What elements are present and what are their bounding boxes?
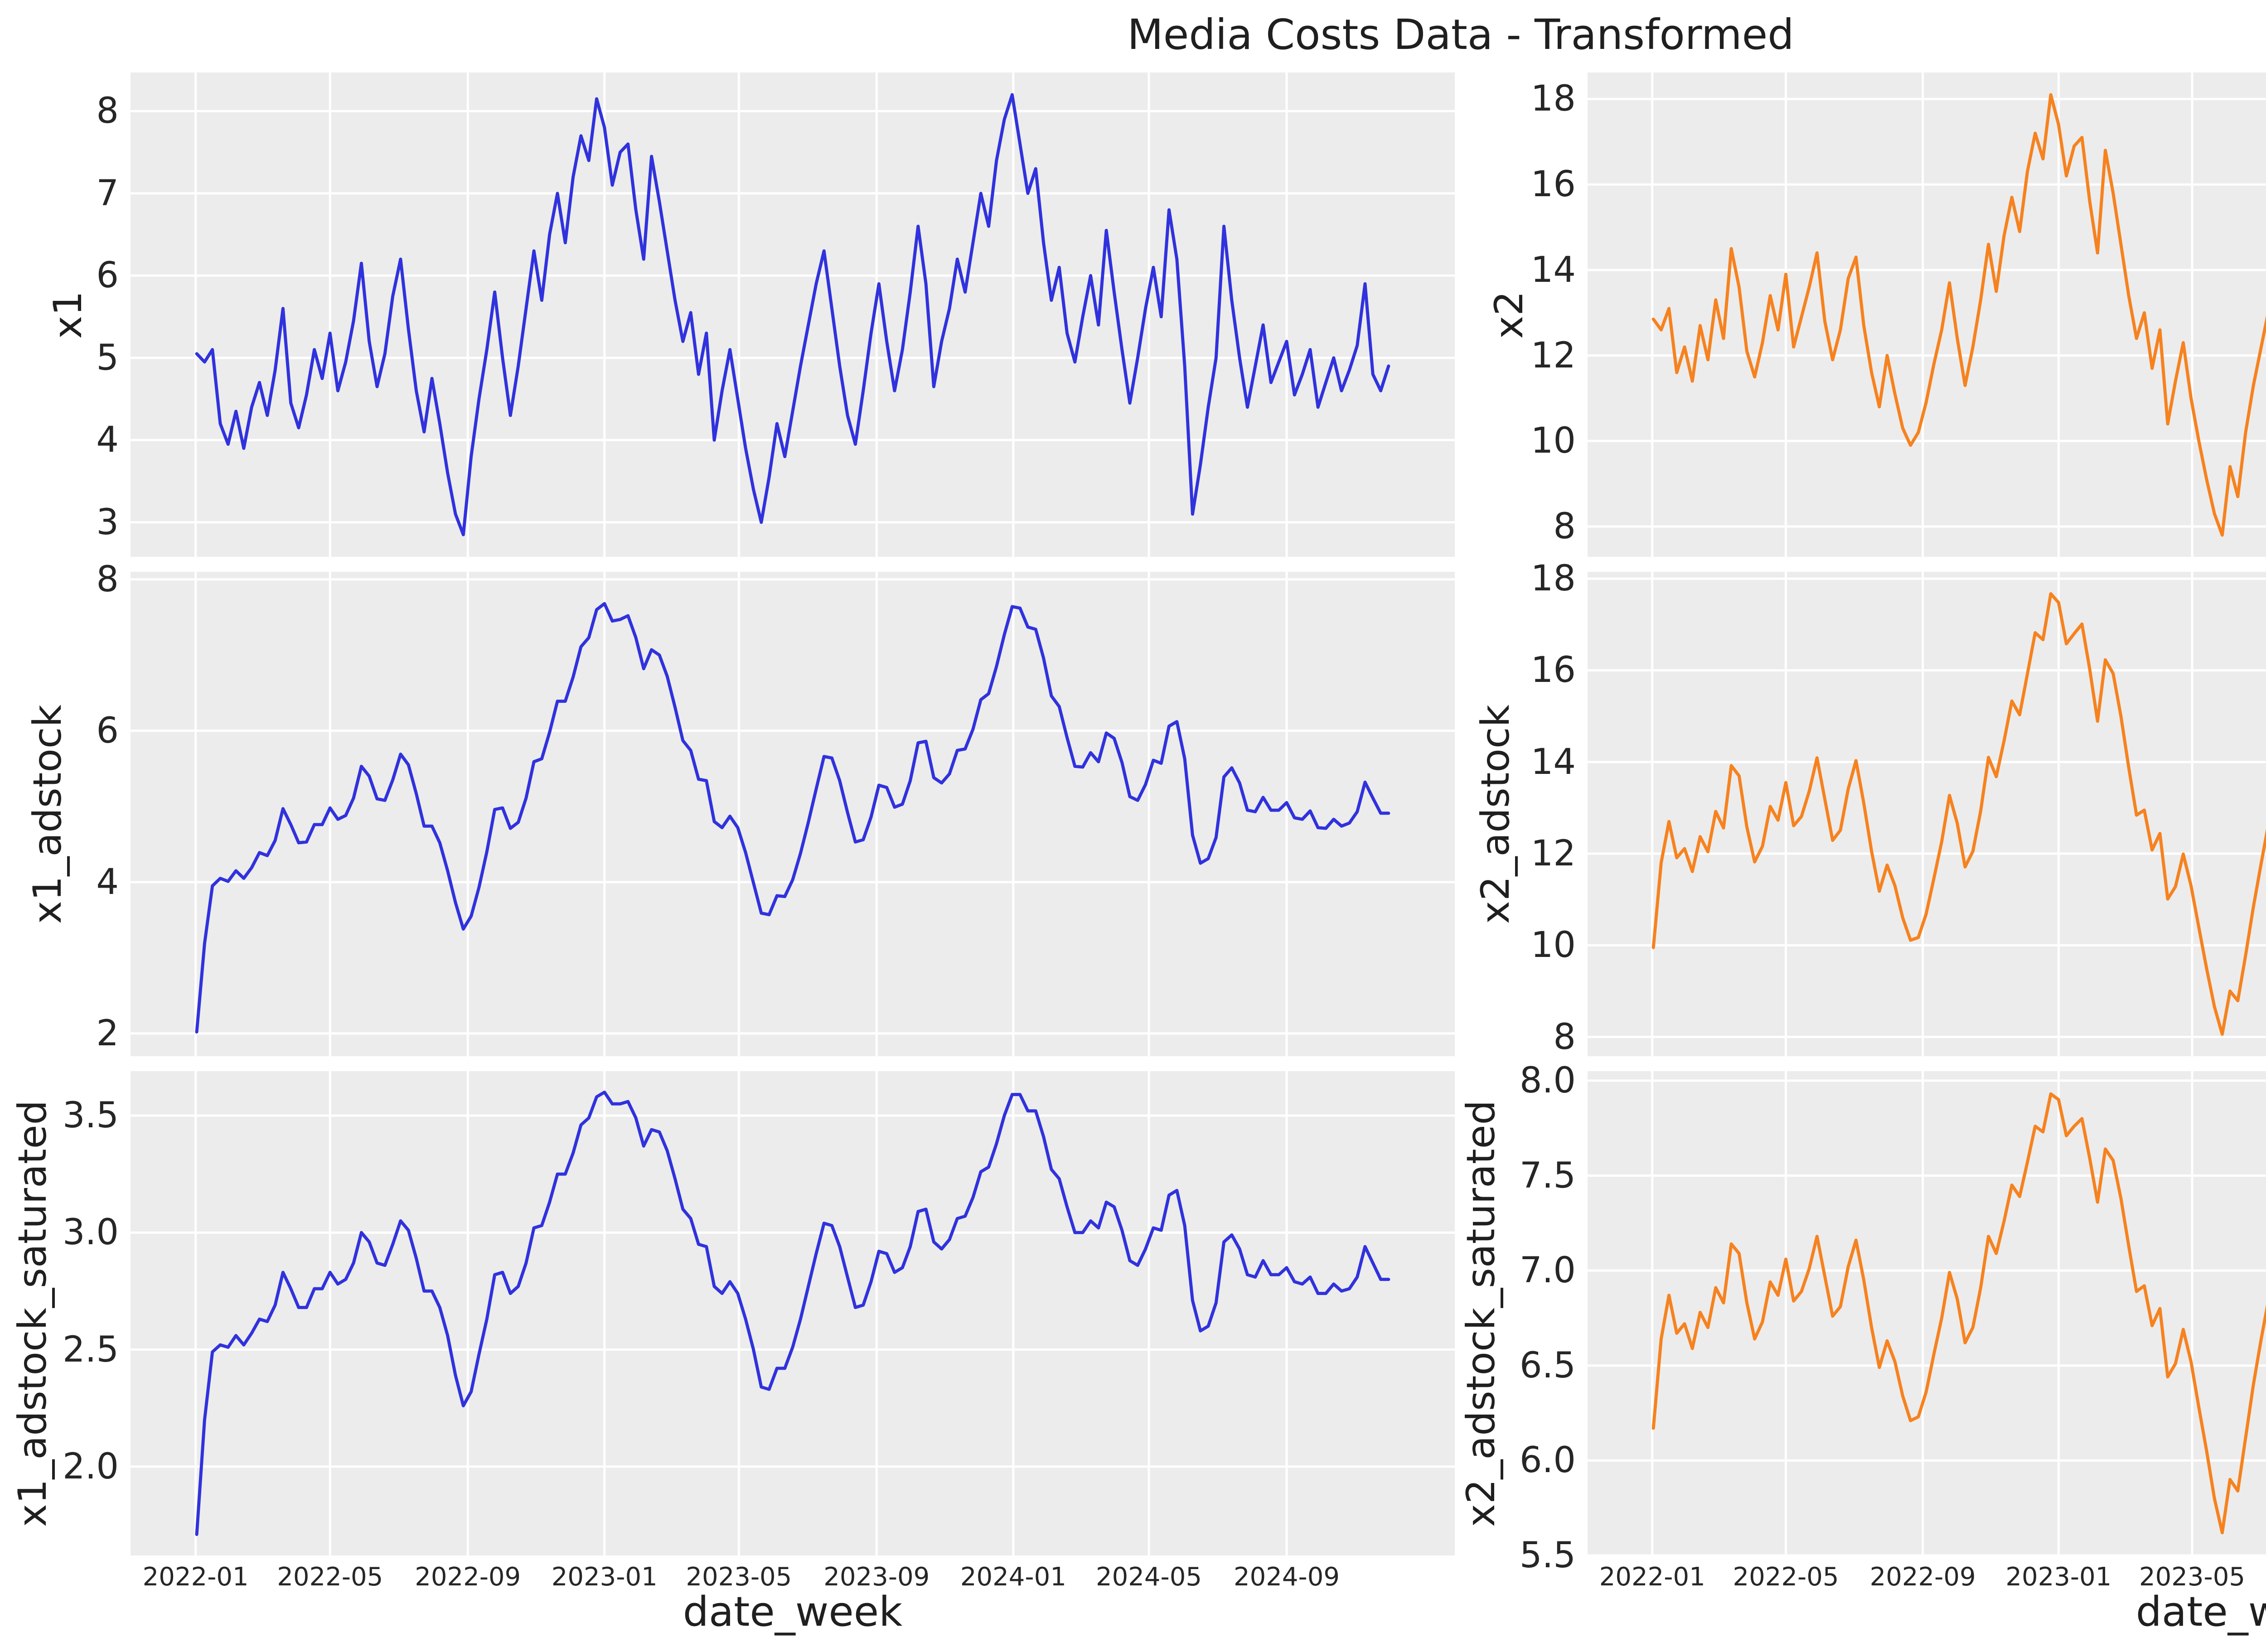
y-axis-label-x1: x1 (45, 290, 91, 339)
x-tick-label: 2022-09 (415, 1562, 521, 1592)
x-axis-label-right: date_week (2135, 1588, 2266, 1636)
x-tick-label: 2023-09 (823, 1562, 930, 1592)
y-tick-label: 3.5 (62, 1095, 119, 1136)
x-tick-label: 2023-05 (2139, 1562, 2246, 1592)
y-tick-label: 16 (1530, 650, 1576, 691)
y-tick-label: 14 (1530, 741, 1576, 783)
y-tick-label: 6.0 (1519, 1440, 1576, 1481)
y-tick-label: 16 (1530, 164, 1576, 205)
plot-panel-x1 (131, 72, 1455, 557)
x-tick-label: 2023-01 (2005, 1562, 2112, 1592)
y-tick-label: 4 (96, 420, 119, 461)
y-tick-label: 3 (96, 502, 119, 543)
y-tick-label: 10 (1530, 420, 1576, 462)
plot-panel-x2-adstock (1588, 572, 2266, 1056)
x-tick-label: 2022-01 (1599, 1562, 1705, 1592)
x-tick-label: 2024-01 (960, 1562, 1066, 1592)
y-tick-label: 6.5 (1519, 1345, 1576, 1386)
y-tick-label: 8 (1553, 506, 1576, 547)
y-tick-label: 7 (96, 173, 119, 214)
plot-area-x2 (1588, 72, 2266, 557)
y-tick-label: 7.0 (1519, 1250, 1576, 1291)
y-tick-label: 7.5 (1519, 1155, 1576, 1196)
x-tick-label: 2022-05 (277, 1562, 383, 1592)
line-series-x2_adstock_saturated (1651, 1092, 2266, 1535)
x-tick-label: 2022-01 (142, 1562, 249, 1592)
y-tick-label: 8 (96, 91, 119, 132)
plot-area-x2_adstock (1588, 572, 2266, 1056)
y-tick-label: 6 (96, 255, 119, 296)
line-series-x1_adstock_saturated (195, 1091, 1390, 1536)
x-tick-label: 2023-09 (2229, 1563, 2266, 1591)
y-tick-label: 2.5 (62, 1329, 119, 1370)
plot-area-x1_adstock_saturated (131, 1071, 1455, 1555)
plot-panel-x2-adstock-saturated (1588, 1071, 2266, 1555)
x-tick-label: 2022-09 (1869, 1562, 1976, 1592)
figure-title: Media Costs Data - Transformed (1127, 10, 1794, 59)
plot-panel-x1-adstock-saturated (131, 1071, 1455, 1555)
y-tick-label: 2 (96, 1013, 119, 1054)
y-axis-label-x2-adstock: x2_adstock (1473, 704, 1518, 924)
y-tick-label: 18 (1530, 558, 1576, 599)
x-axis-label-left: date_week (683, 1588, 903, 1636)
plot-panel-x1-adstock (131, 572, 1455, 1056)
y-tick-label: 10 (1530, 925, 1576, 966)
line-series-x2_adstock (1651, 592, 2266, 1036)
y-tick-label: 14 (1530, 249, 1576, 290)
plot-area-x1 (131, 72, 1455, 557)
plot-area-x2_adstock_saturated (1588, 1071, 2266, 1555)
x-tick-label: 2022-05 (1733, 1562, 1839, 1592)
x-tick-label: 2024-05 (1095, 1562, 1202, 1592)
y-tick-label: 5.5 (1519, 1535, 1576, 1576)
y-tick-label: 5 (96, 337, 119, 378)
y-tick-label: 12 (1530, 833, 1576, 874)
y-axis-label-x2: x2 (1486, 290, 1532, 339)
y-tick-label: 8.0 (1519, 1060, 1576, 1101)
x-tick-label: 2024-09 (1233, 1562, 1340, 1592)
y-tick-label: 2.0 (62, 1446, 119, 1487)
line-series-x1 (195, 93, 1390, 536)
plot-area-x1_adstock (131, 572, 1455, 1056)
y-tick-label: 18 (1530, 78, 1576, 120)
y-tick-label: 6 (96, 710, 119, 751)
plot-panel-x2 (1588, 72, 2266, 557)
x-tick-label: 2023-05 (686, 1562, 792, 1592)
y-tick-label: 4 (96, 861, 119, 903)
line-series-x2 (1651, 93, 2266, 537)
line-series-x1_adstock (195, 602, 1390, 1034)
y-tick-label: 3.0 (62, 1212, 119, 1253)
y-tick-label: 8 (1553, 1016, 1576, 1058)
x-tick-label: 2023-01 (551, 1562, 658, 1592)
y-tick-label: 12 (1530, 335, 1576, 376)
y-tick-label: 8 (96, 559, 119, 600)
